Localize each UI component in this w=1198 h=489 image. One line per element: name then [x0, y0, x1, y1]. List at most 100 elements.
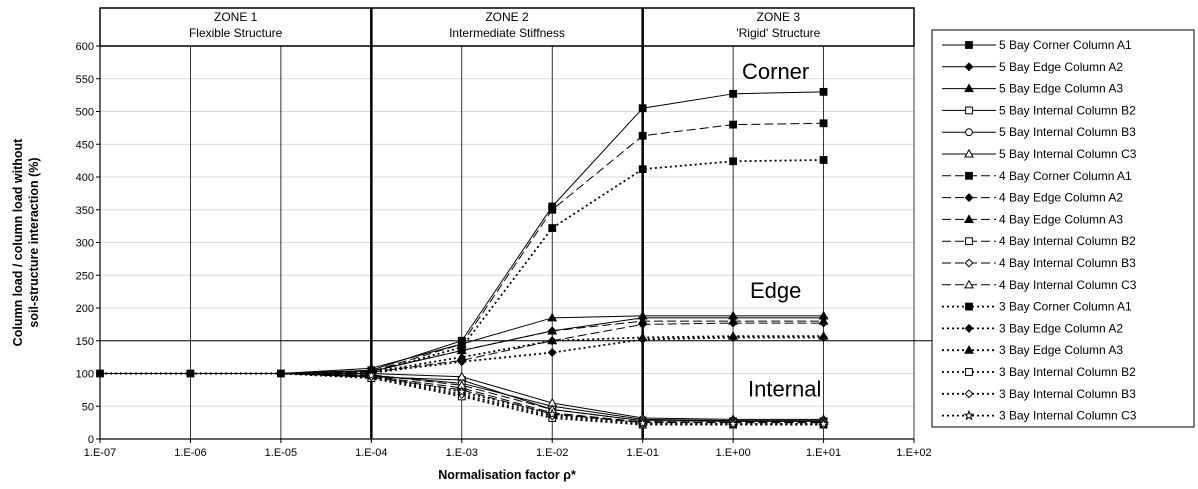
legend-entry: 5 Bay Internal Column B2 [942, 103, 1136, 117]
legend-entry: 3 Bay Internal Column C3 [942, 409, 1137, 423]
annotations: Corner Edge Internal [742, 59, 821, 402]
legend-marker [965, 171, 973, 180]
y-tick-label: 500 [76, 107, 94, 119]
legend-entry: 5 Bay Internal Column C3 [942, 147, 1137, 161]
data-point [729, 120, 738, 129]
legend: 5 Bay Corner Column A1 5 Bay Edge Column … [931, 29, 1195, 428]
y-tick-label: 300 [76, 238, 94, 250]
legend-label: 4 Bay Corner Column A1 [999, 169, 1132, 183]
y-tick-label: 550 [76, 74, 94, 86]
legend-entry: 3 Bay Edge Column A3 [942, 343, 1123, 357]
legend-marker [965, 128, 973, 137]
y-tick-label: 100 [76, 369, 94, 381]
data-point [729, 89, 738, 98]
data-point [728, 316, 739, 325]
legend-label: 3 Bay Internal Column C3 [999, 409, 1137, 423]
x-tick-label: 1.E-07 [84, 447, 116, 459]
series-layer [96, 87, 830, 430]
zone1-subtitle: Flexible Structure [189, 26, 283, 40]
legend-label: 4 Bay Edge Column A2 [999, 191, 1123, 205]
legend-marker [963, 409, 975, 421]
legend-label: 3 Bay Corner Column A1 [999, 300, 1132, 314]
legend-marker [965, 237, 973, 246]
legend-label: 3 Bay Edge Column A2 [999, 321, 1123, 335]
y-tick-label: 350 [76, 205, 94, 217]
legend-marker [964, 389, 974, 399]
zone-header-box [99, 7, 915, 47]
legend-marker [964, 345, 974, 354]
data-point [638, 104, 647, 113]
legend-entry: 4 Bay Edge Column A3 [942, 212, 1123, 226]
legend-entry: 5 Bay Edge Column A3 [942, 82, 1123, 96]
data-point [819, 156, 828, 164]
data-point [546, 408, 558, 419]
legend-marker [964, 83, 974, 93]
legend-marker [965, 41, 973, 49]
data-point [638, 131, 647, 140]
legend-marker [964, 214, 974, 223]
legend-label: 4 Bay Internal Column B2 [999, 234, 1136, 248]
data-point [818, 418, 830, 429]
data-point [456, 386, 468, 397]
x-tick-label: 1.E-04 [355, 447, 387, 459]
x-axis-label: Normalisation factor ρ* [438, 468, 576, 482]
data-point [456, 352, 467, 361]
legend-entry: 4 Bay Internal Column C3 [942, 278, 1137, 292]
legend-entry: 5 Bay Internal Column B3 [942, 125, 1136, 139]
y-tick-label: 600 [76, 41, 94, 53]
legend-entry: 4 Bay Corner Column A1 [942, 169, 1132, 183]
data-point [547, 312, 558, 322]
legend-entry: 5 Bay Corner Column A1 [942, 38, 1132, 52]
zone3-title: ZONE 3 [757, 10, 801, 24]
legend-label: 5 Bay Edge Column A2 [999, 60, 1123, 74]
x-tick-label: 1.E+00 [716, 447, 751, 459]
legend-label: 4 Bay Internal Column B3 [999, 256, 1136, 270]
axes: 0 50 100 150 200 250 300 350 400 450 500 550 600 1.E-… [76, 8, 932, 459]
legend-label: 3 Bay Internal Column B2 [999, 365, 1136, 379]
legend-marker [964, 258, 974, 268]
data-point [638, 165, 647, 174]
legend-box [931, 29, 1195, 428]
y-tick-label: 200 [76, 303, 94, 315]
x-tick-label: 1.E-02 [536, 447, 568, 459]
data-point [365, 369, 377, 381]
x-tick-label: 1.E-03 [446, 447, 478, 459]
legend-entry: 3 Bay Internal Column B3 [942, 387, 1136, 401]
legend-entry: 3 Bay Corner Column A1 [942, 300, 1132, 314]
y-axis-label-line1: Column load / column load without [11, 138, 25, 346]
legend-label: 5 Bay Corner Column A1 [999, 38, 1132, 52]
y-axis-label-line2: soil-structure interaction (%) [27, 157, 41, 327]
data-point [548, 205, 557, 214]
legend-entry: 3 Bay Edge Column A2 [942, 321, 1123, 335]
data-point [456, 371, 467, 381]
legend-marker [965, 302, 973, 311]
x-tick-label: 1.E-05 [265, 447, 297, 459]
legend-label: 5 Bay Internal Column C3 [999, 147, 1137, 161]
x-tick-label: 1.E+01 [806, 447, 841, 459]
legend-label: 5 Bay Internal Column B3 [999, 125, 1136, 139]
zone-header: ZONE 1 Flexible Structure ZONE 2 Interme… [99, 7, 915, 47]
series-line [100, 372, 824, 425]
y-tick-label: 50 [82, 401, 94, 413]
data-point [727, 418, 739, 429]
data-point [818, 331, 829, 340]
data-point [637, 417, 649, 428]
data-point [637, 332, 648, 342]
legend-entry: 5 Bay Edge Column A2 [942, 60, 1123, 74]
y-tick-label: 0 [88, 434, 94, 446]
legend-marker [965, 106, 973, 115]
y-tick-label: 450 [76, 139, 94, 151]
annotation-internal: Internal [748, 376, 821, 401]
legend-entry: 3 Bay Internal Column B2 [942, 365, 1136, 379]
y-tick-label: 400 [76, 172, 94, 184]
x-tick-label: 1.E+02 [896, 447, 931, 459]
legend-marker [964, 323, 974, 333]
legend-entry: 4 Bay Internal Column B3 [942, 256, 1136, 270]
legend-label: 5 Bay Edge Column A3 [999, 82, 1123, 96]
zone2-subtitle: Intermediate Stiffness [449, 26, 565, 40]
zone2-title: ZONE 2 [485, 10, 529, 24]
legend-marker [964, 62, 974, 72]
zone3-subtitle: 'Rigid' Structure [736, 26, 820, 40]
data-point [819, 119, 828, 128]
